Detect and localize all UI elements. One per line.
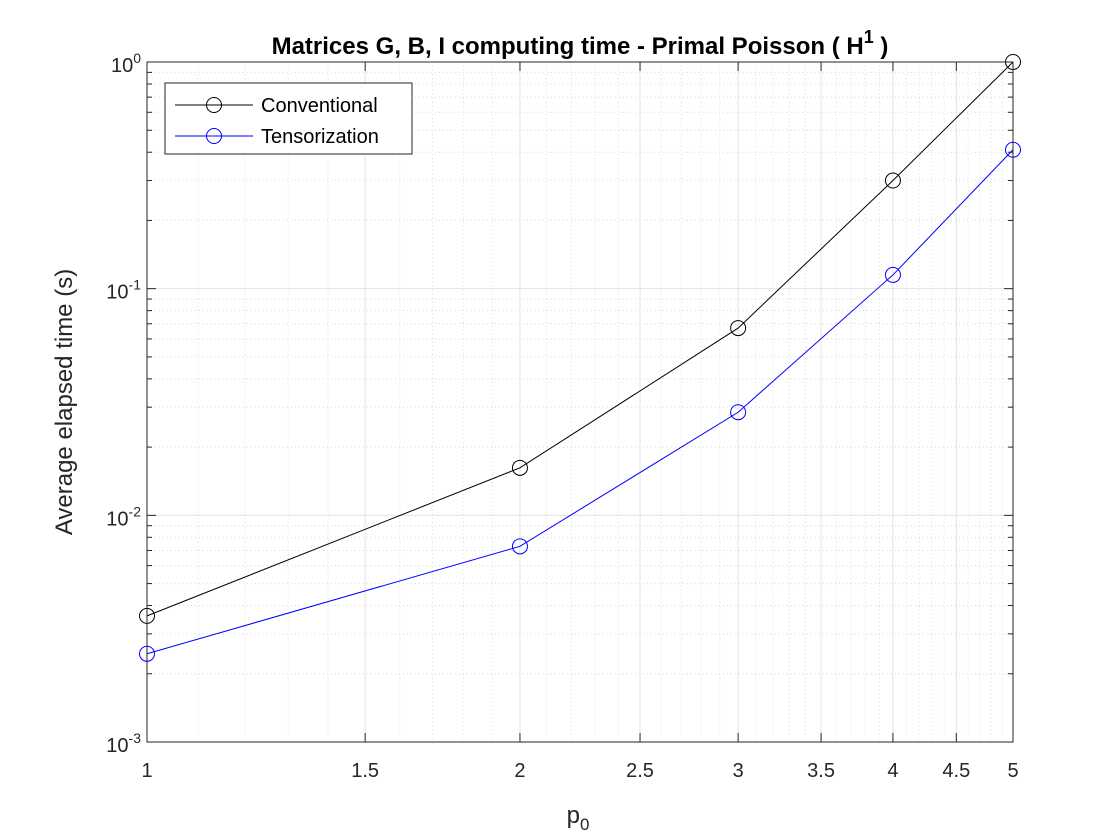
x-tick-label: 2.5 bbox=[626, 760, 654, 782]
chart-title: Matrices G, B, I computing time - Primal… bbox=[272, 27, 889, 60]
legend-label-conventional: Conventional bbox=[261, 95, 378, 117]
y-tick-label: 100 bbox=[111, 50, 141, 77]
y-tick-label: 10-2 bbox=[106, 503, 141, 530]
y-tick-labels: 10-3 10-2 10-1 100 bbox=[106, 50, 141, 757]
plot-area bbox=[147, 62, 1013, 742]
x-tick-label: 1.5 bbox=[351, 760, 379, 782]
minor-grid bbox=[147, 62, 1013, 742]
x-axis-label: p0 bbox=[567, 802, 590, 834]
legend-box bbox=[164, 82, 413, 155]
series-line-tensorization bbox=[146, 149, 1014, 655]
series-line-conventional bbox=[146, 61, 1014, 617]
data-point-tensorization bbox=[884, 266, 901, 283]
x-tick-labels: 1 1.5 2 2.5 3 3.5 4 4.5 5 bbox=[141, 760, 1018, 782]
y-tick-label: 10-1 bbox=[106, 277, 141, 304]
y-axis-label: Average elapsed time (s) bbox=[51, 269, 78, 535]
x-tick-label: 3 bbox=[733, 760, 744, 782]
data-point-conventional bbox=[884, 172, 901, 189]
x-tick-label: 2 bbox=[514, 760, 525, 782]
tick-marks bbox=[146, 61, 1014, 743]
legend-marker-tensorization bbox=[206, 128, 222, 144]
plot-frame bbox=[146, 61, 1014, 743]
data-point-tensorization bbox=[511, 538, 528, 555]
data-point-tensorization bbox=[730, 404, 747, 421]
x-tick-label: 1 bbox=[141, 760, 152, 782]
data-point-conventional bbox=[511, 459, 528, 476]
x-tick-label: 4.5 bbox=[942, 760, 970, 782]
y-tick-label: 10-3 bbox=[106, 730, 141, 757]
data-point-conventional bbox=[730, 320, 747, 337]
legend: Conventional Tensorization bbox=[164, 82, 413, 155]
legend-marker-conventional bbox=[206, 97, 222, 113]
x-tick-label: 3.5 bbox=[807, 760, 835, 782]
x-tick-label: 4 bbox=[887, 760, 898, 782]
legend-label-tensorization: Tensorization bbox=[261, 126, 379, 148]
x-tick-label: 5 bbox=[1007, 760, 1018, 782]
